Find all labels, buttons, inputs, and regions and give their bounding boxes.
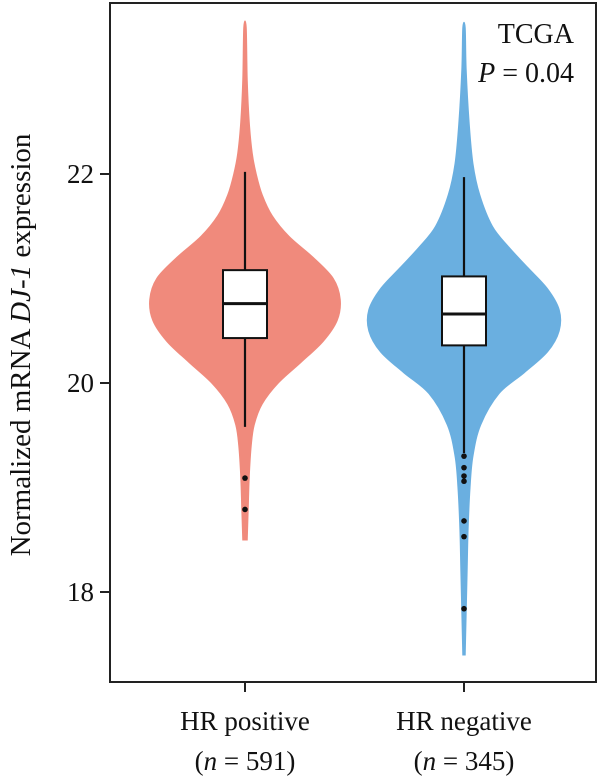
- y-axis-title: Normalized mRNA DJ-1 expression: [5, 133, 37, 556]
- n-label-hr-positive: (n = 591): [195, 746, 296, 776]
- y-axis: 18 20 22: [67, 159, 110, 607]
- p-value-annotation: P = 0.04: [477, 58, 574, 89]
- dataset-annotation: TCGA: [498, 19, 575, 50]
- y-tick-label-20: 20: [67, 368, 94, 398]
- outlier-hr-negative: [461, 464, 467, 471]
- outlier-hr-negative: [461, 518, 467, 524]
- y-axis-title-gene: DJ-1: [5, 265, 37, 324]
- y-axis-title-suffix: expression: [5, 133, 37, 265]
- outlier-hr-positive: [242, 506, 248, 513]
- y-axis-title-prefix: Normalized mRNA: [5, 323, 37, 557]
- p-value-label: P: [477, 58, 495, 89]
- y-tick-label-18: 18: [67, 577, 94, 607]
- outlier-hr-negative: [461, 533, 467, 540]
- boxplots-layer: [222, 171, 487, 612]
- box-hr-negative: [441, 275, 487, 347]
- violins-layer: [149, 20, 562, 656]
- outlier-hr-positive: [242, 475, 248, 481]
- outlier-hr-negative: [461, 605, 467, 612]
- p-value-text: = 0.04: [502, 58, 574, 89]
- outlier-hr-negative: [461, 478, 467, 485]
- x-axis: HR positive (n = 591) HR negative (n = 345): [180, 682, 532, 776]
- x-label-hr-negative: HR negative: [396, 706, 532, 736]
- plot-frame: [109, 2, 597, 683]
- y-tick-label-22: 22: [67, 159, 94, 189]
- x-label-hr-positive: HR positive: [180, 706, 310, 736]
- outlier-hr-negative: [461, 453, 467, 459]
- outlier-hr-negative: [461, 473, 467, 479]
- n-label-hr-negative: (n = 345): [414, 746, 515, 776]
